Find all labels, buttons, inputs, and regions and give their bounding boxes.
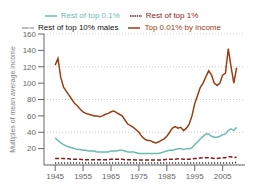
svg-text:40: 40 <box>27 128 36 137</box>
html-text:Top 0.01% by income: Top 0.01% by income <box>144 23 221 33</box>
svg-text:1945: 1945 <box>46 172 64 181</box>
svg-text:160: 160 <box>23 30 37 39</box>
svg-text:1975: 1975 <box>130 172 148 181</box>
svg-text:20: 20 <box>27 144 36 153</box>
svg-text:60: 60 <box>27 112 36 121</box>
svg-text:Multiples of mean average inco: Multiples of mean average income <box>9 46 17 153</box>
svg-text:100: 100 <box>23 79 37 88</box>
html-text:Rest of top 0.1%: Rest of top 0.1% <box>60 11 120 21</box>
html-text:Rest of top 10% males: Rest of top 10% males <box>38 23 119 33</box>
svg-text:1985: 1985 <box>158 172 176 181</box>
svg-text:1965: 1965 <box>102 172 120 181</box>
svg-text:2005: 2005 <box>214 172 232 181</box>
svg-text:1995: 1995 <box>186 172 204 181</box>
svg-text:140: 140 <box>23 46 37 55</box>
html-text:Rest of top 1%: Rest of top 1% <box>145 11 199 21</box>
svg-text:1955: 1955 <box>74 172 92 181</box>
svg-text:80: 80 <box>27 95 36 104</box>
svg-text:120: 120 <box>23 63 37 72</box>
